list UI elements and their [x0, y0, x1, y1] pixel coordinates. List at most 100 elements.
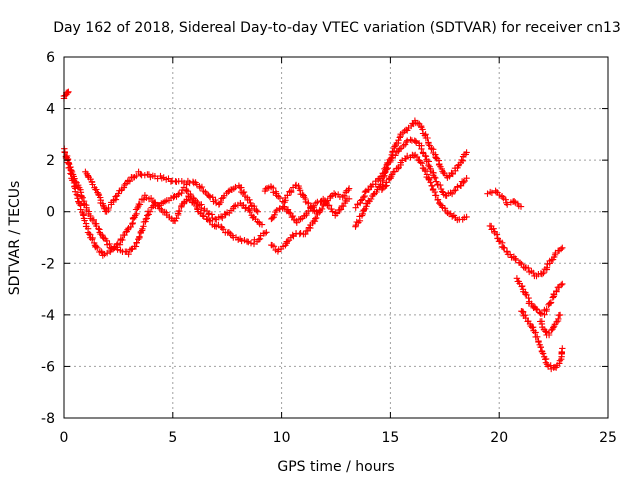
data-point [245, 238, 252, 246]
data-point [360, 194, 367, 201]
data-point [262, 185, 269, 193]
data-point [556, 360, 563, 367]
data-point [330, 190, 338, 197]
data-point [441, 205, 449, 212]
data-point [345, 186, 352, 194]
data-point [289, 212, 297, 220]
data-point [357, 199, 364, 207]
data-point [533, 305, 540, 313]
data-point [549, 294, 556, 301]
data-point [247, 240, 255, 247]
data-point [446, 173, 453, 180]
data-point [90, 216, 97, 223]
data-point [249, 214, 256, 221]
data-point [253, 207, 260, 214]
data-point [284, 192, 291, 199]
data-point [73, 191, 80, 198]
data-point [549, 256, 557, 263]
data-point [542, 328, 549, 335]
data-point [133, 239, 140, 246]
axis-ticks: 0 5 10 15 20 25 -8 -6 -4 -2 0 2 4 6 [41, 50, 617, 446]
x-tick-label: 0 [60, 430, 69, 446]
data-point [392, 152, 399, 159]
data-point [74, 195, 81, 202]
data-point [432, 192, 440, 199]
data-point [65, 88, 72, 95]
data-point [97, 194, 104, 201]
data-point [152, 202, 159, 210]
data-point [396, 145, 403, 153]
data-point [325, 202, 333, 209]
data-point [404, 152, 411, 160]
data-point [463, 213, 470, 221]
y-tick-label: -2 [41, 256, 55, 272]
data-point [78, 193, 85, 200]
data-point [225, 229, 233, 236]
x-tick-label: 25 [599, 430, 617, 446]
data-point [263, 229, 270, 236]
data-point [531, 329, 539, 336]
data-point [519, 282, 526, 290]
data-point [424, 134, 431, 142]
data-point [121, 181, 128, 189]
y-tick-label: -8 [41, 411, 55, 427]
data-point [535, 338, 542, 346]
chart-title: Day 162 of 2018, Sidereal Day-to-day VTE… [53, 20, 621, 36]
data-point [240, 188, 248, 196]
data-point [425, 140, 432, 148]
data-point [395, 137, 402, 144]
data-point [287, 187, 295, 195]
data-point [115, 190, 122, 197]
data-point [128, 246, 135, 253]
data-point [137, 170, 144, 178]
data-point [504, 201, 511, 208]
data-point [433, 178, 440, 185]
data-point [65, 161, 73, 168]
data-point [119, 236, 126, 244]
data-point [217, 199, 224, 206]
data-point [537, 344, 544, 351]
data-point [254, 208, 261, 215]
data-point [431, 174, 438, 181]
data-point [403, 138, 410, 146]
data-point [547, 299, 555, 306]
data-point [559, 280, 566, 288]
data-point [127, 223, 134, 231]
data-point [501, 244, 508, 252]
data-point [136, 233, 143, 240]
data-point [151, 199, 158, 206]
data-point [230, 203, 238, 210]
data-point [107, 244, 114, 251]
data-point [238, 237, 245, 245]
data-point [217, 213, 225, 220]
grid-lines [64, 57, 608, 418]
data-point [205, 210, 213, 217]
data-point [458, 156, 465, 164]
data-point [271, 211, 278, 218]
data-point [425, 175, 432, 183]
data-point [413, 153, 421, 161]
data-point [246, 196, 253, 203]
data-point [67, 163, 74, 171]
data-point [313, 208, 320, 215]
data-point [145, 211, 152, 218]
data-point [460, 179, 467, 186]
data-point [220, 226, 227, 233]
data-point [396, 134, 403, 141]
data-point [556, 357, 564, 364]
data-points [60, 88, 566, 373]
y-tick-label: -6 [41, 359, 55, 375]
data-point [72, 178, 79, 185]
data-point [219, 214, 226, 222]
data-point [555, 315, 562, 323]
data-point [81, 217, 88, 224]
data-point [176, 208, 183, 215]
data-point [68, 167, 75, 174]
data-point [457, 182, 465, 189]
data-point [488, 189, 496, 196]
data-point [394, 165, 402, 172]
data-point [540, 269, 547, 277]
data-point [94, 244, 101, 251]
data-point [92, 243, 100, 250]
